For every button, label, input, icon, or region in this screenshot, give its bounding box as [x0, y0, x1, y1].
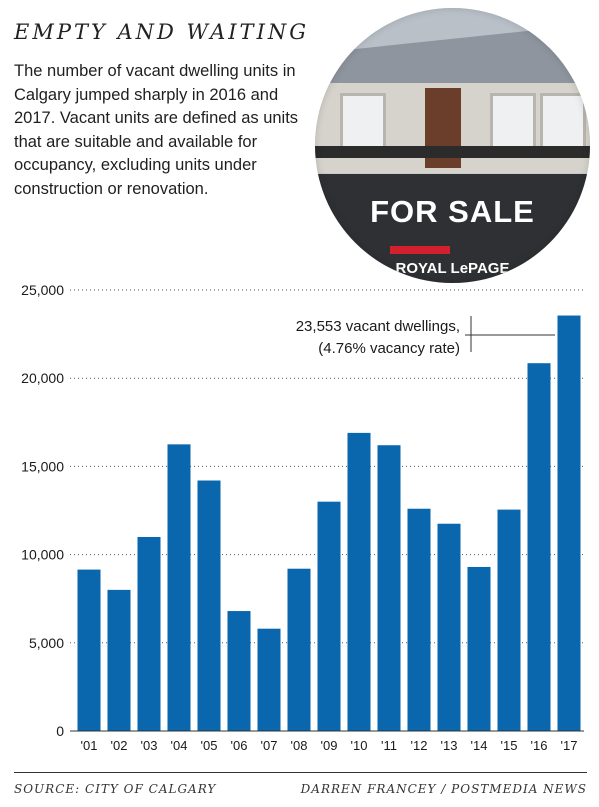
for-sale-sign-photo: FOR SALE ROYAL LePAGE [315, 8, 590, 283]
chart-title: EMPTY AND WAITING [14, 20, 310, 44]
y-tick-label: 5,000 [29, 635, 64, 651]
bar [527, 363, 551, 731]
source-credit: SOURCE: CITY OF CALGARY [14, 782, 217, 796]
y-tick-label: 10,000 [21, 547, 64, 563]
y-tick-label: 15,000 [21, 458, 64, 474]
bars [77, 315, 581, 731]
x-tick-label: '13 [441, 738, 458, 753]
bar [467, 566, 491, 731]
bar [347, 432, 371, 731]
y-tick-label: 25,000 [21, 282, 64, 298]
x-tick-label: '09 [321, 738, 338, 753]
x-tick-label: '06 [231, 738, 248, 753]
x-tick-label: '10 [351, 738, 368, 753]
footer-divider [14, 772, 587, 773]
bar [107, 589, 131, 731]
x-tick-label: '15 [501, 738, 518, 753]
x-tick-label: '01 [81, 738, 98, 753]
x-tick-label: '12 [411, 738, 428, 753]
annotation-line2: (4.76% vacancy rate) [318, 340, 460, 357]
bar [137, 536, 161, 731]
chart-description: The number of vacant dwelling units in C… [14, 62, 299, 198]
annotation-line1: 23,553 vacant dwellings, [296, 318, 460, 335]
sign-text: FOR SALE [370, 194, 535, 229]
sign-brand: ROYAL LePAGE [395, 260, 510, 277]
x-tick-label: '11 [381, 738, 397, 753]
x-tick-label: '08 [291, 738, 308, 753]
x-tick-label: '03 [141, 738, 158, 753]
bar [557, 315, 581, 731]
bar [77, 569, 101, 731]
bar [407, 508, 431, 731]
bar [167, 444, 191, 731]
bar [287, 568, 311, 731]
bar [227, 611, 251, 731]
x-tick-label: '04 [171, 738, 188, 753]
bar [497, 509, 521, 731]
x-tick-label: '14 [471, 738, 488, 753]
bar [317, 501, 341, 731]
bar [197, 480, 221, 731]
x-axis-ticks: '01 '02 '03 '04 '05 '06 '07 '08 '09 '10 '11 '12 '13 '… [81, 738, 578, 753]
x-tick-label: '05 [201, 738, 218, 753]
bar [377, 445, 401, 731]
x-tick-label: '07 [261, 738, 278, 753]
y-tick-label: 0 [56, 723, 64, 739]
y-axis-ticks: 0 5,000 10,000 15,000 20,000 25,000 [21, 282, 64, 739]
x-tick-label: '16 [531, 738, 548, 753]
x-tick-label: '17 [561, 738, 578, 753]
author-credit: DARREN FRANCEY / POSTMEDIA NEWS [300, 782, 587, 796]
bar [257, 628, 281, 731]
bar [437, 523, 461, 731]
x-tick-label: '02 [111, 738, 128, 753]
y-tick-label: 20,000 [21, 370, 64, 386]
